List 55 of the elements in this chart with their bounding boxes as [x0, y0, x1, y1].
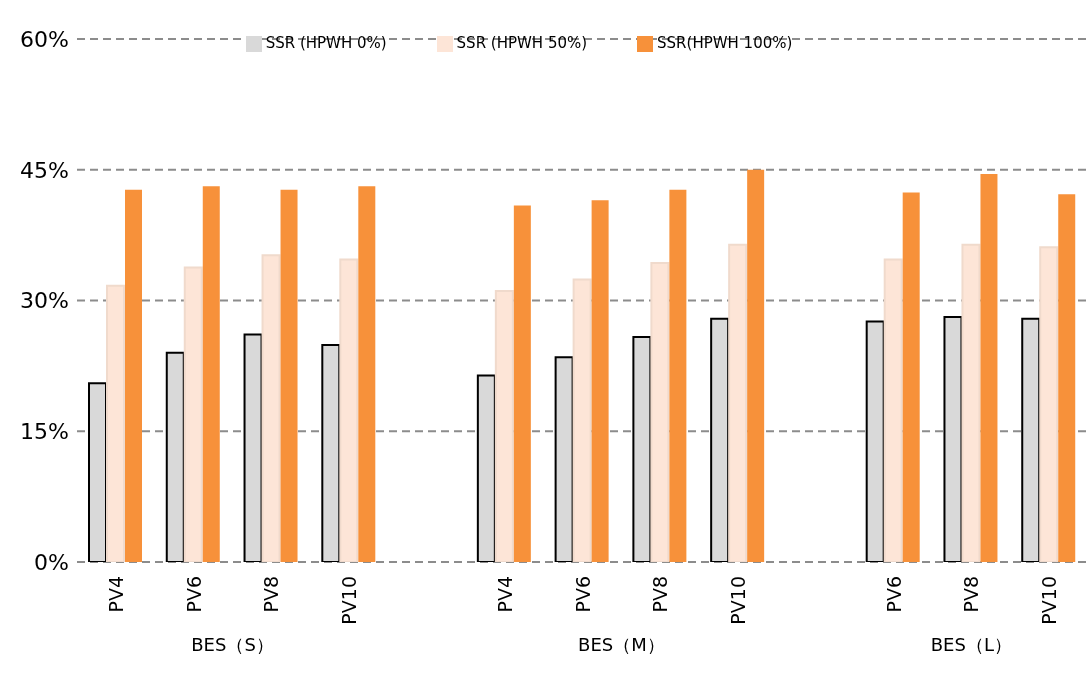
bar — [883, 258, 903, 562]
bar — [321, 343, 341, 562]
bar — [632, 336, 652, 562]
bar — [961, 243, 981, 562]
x-tick-label: PV4 — [104, 576, 127, 613]
bar — [494, 289, 514, 562]
bar — [513, 205, 531, 562]
bar — [125, 189, 142, 562]
bar — [572, 278, 592, 562]
y-tick-label: 0% — [34, 549, 69, 575]
text: BES（S） — [190, 634, 275, 656]
bar — [747, 169, 765, 562]
x-tick-label: PV6 — [182, 576, 205, 613]
legend-label: SSR(HPWH 100%) — [657, 34, 793, 52]
bar — [106, 284, 125, 562]
bar — [980, 174, 998, 562]
x-tick-label: PV8 — [649, 576, 672, 613]
bar — [650, 262, 670, 562]
bar — [243, 333, 263, 562]
x-tick-label: PV6 — [882, 576, 905, 613]
x-tick-label: PV4 — [493, 576, 516, 613]
text: BES（M） — [577, 634, 666, 656]
bar — [591, 200, 609, 562]
bar — [902, 192, 920, 562]
bar — [728, 243, 748, 562]
text: BES（L） — [929, 634, 1013, 656]
bar — [358, 186, 376, 562]
bar — [1039, 246, 1059, 562]
bar — [339, 258, 359, 562]
y-tick-label: 45% — [20, 157, 69, 183]
x-tick-label: PV8 — [260, 576, 283, 613]
bar — [261, 254, 281, 562]
bar — [865, 320, 885, 562]
x-tick-label: PV10 — [338, 576, 361, 625]
bar — [710, 317, 730, 562]
bar — [554, 356, 574, 562]
legend-label: SSR (HPWH 0%) — [265, 34, 387, 52]
bar — [1021, 317, 1041, 562]
bar — [202, 186, 220, 562]
y-tick-label: 60% — [20, 26, 69, 52]
bar — [88, 382, 107, 562]
x-tick-label: PV10 — [1038, 576, 1061, 625]
bar — [669, 189, 687, 562]
x-tick-label: PV6 — [571, 576, 594, 613]
legend-label: SSR (HPWH 50%) — [456, 34, 588, 52]
y-tick-label: 30% — [20, 288, 69, 314]
bar — [943, 316, 963, 562]
x-tick-label: PV8 — [960, 576, 983, 613]
y-tick-label: 15% — [20, 419, 69, 445]
bar — [183, 266, 203, 562]
bar — [1058, 194, 1076, 562]
bar — [476, 374, 496, 562]
bar — [280, 189, 298, 562]
x-tick-label: PV10 — [727, 576, 750, 625]
bar — [165, 351, 185, 562]
